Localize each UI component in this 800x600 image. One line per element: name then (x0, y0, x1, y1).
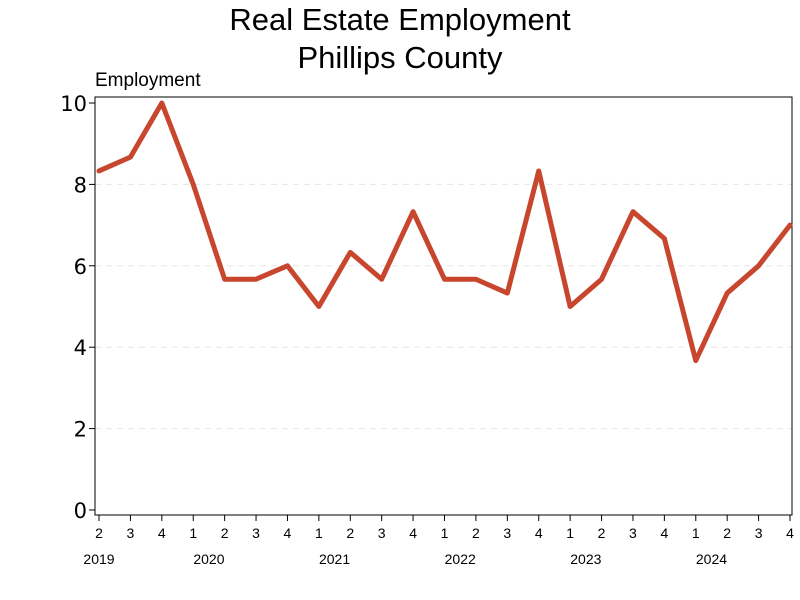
x-tick-label-4: 2 (221, 525, 229, 541)
x-tick-label-5: 3 (252, 525, 260, 541)
x-axis-year-labels: 2019 2020 2021 2022 2023 2024 (83, 551, 727, 567)
gridlines (95, 183, 792, 430)
x-tick-label-14: 4 (535, 525, 543, 541)
year-label-2021: 2021 (319, 551, 350, 567)
y-axis-label: Employment (95, 70, 201, 91)
y-tick-label-6: 6 (74, 255, 87, 279)
x-tick-label-21: 3 (755, 525, 763, 541)
chart-title-line-2: Phillips County (297, 40, 503, 75)
x-tick-label-19: 1 (692, 525, 700, 541)
year-label-2022: 2022 (445, 551, 476, 567)
y-tick-label-10: 10 (60, 92, 87, 116)
x-tick-label-18: 4 (660, 525, 668, 541)
x-axis-ticks: 2 3 4 1 2 3 4 1 2 3 4 1 2 3 4 1 2 3 4 1 2 3 4 (95, 515, 794, 541)
year-label-2023: 2023 (570, 551, 601, 567)
x-tick-label-9: 3 (378, 525, 386, 541)
y-tick-label-8: 8 (74, 173, 87, 197)
x-tick-label-12: 2 (472, 525, 480, 541)
plot-frame (94, 96, 793, 516)
x-tick-label-11: 1 (441, 525, 449, 541)
x-tick-label-13: 3 (503, 525, 511, 541)
x-tick-label-1: 3 (127, 525, 135, 541)
x-tick-label-15: 1 (566, 525, 574, 541)
x-tick-label-20: 2 (723, 525, 731, 541)
x-tick-label-0: 2 (95, 525, 103, 541)
y-tick-label-0: 0 (74, 499, 87, 523)
year-label-2024: 2024 (696, 551, 727, 567)
chart-title-line-1: Real Estate Employment (229, 2, 571, 37)
x-tick-label-7: 1 (315, 525, 323, 541)
y-tick-label-2: 2 (74, 418, 87, 442)
x-tick-label-16: 2 (598, 525, 606, 541)
y-tick-label-4: 4 (74, 336, 87, 360)
x-tick-label-3: 1 (189, 525, 197, 541)
x-tick-label-17: 3 (629, 525, 637, 541)
y-axis-ticks: 0 2 4 6 8 10 (60, 92, 95, 523)
series-line-employment (96, 100, 793, 364)
year-label-2020: 2020 (193, 551, 224, 567)
x-tick-label-10: 4 (409, 525, 417, 541)
x-tick-label-22: 4 (786, 525, 794, 541)
x-tick-label-2: 4 (158, 525, 166, 541)
x-tick-label-6: 4 (284, 525, 292, 541)
x-tick-label-8: 2 (346, 525, 354, 541)
year-label-2019: 2019 (83, 551, 114, 567)
